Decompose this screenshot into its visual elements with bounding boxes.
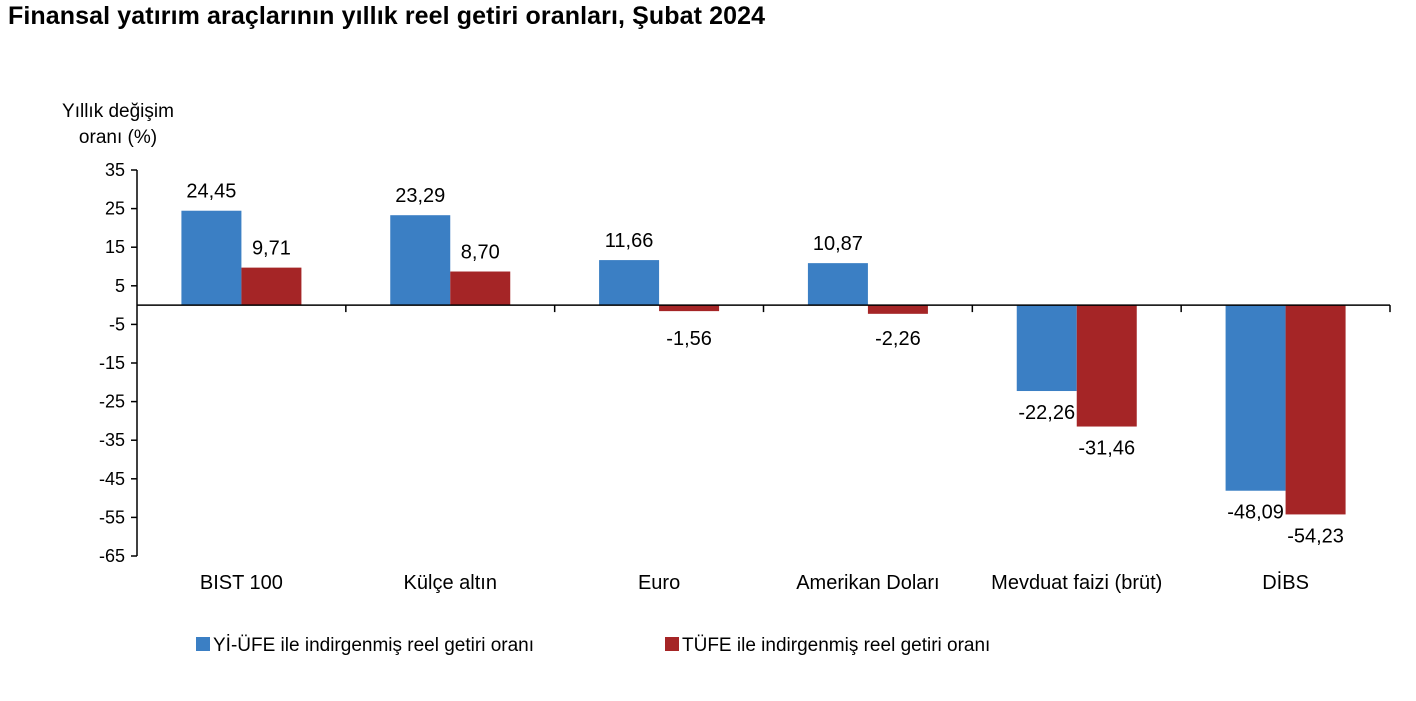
y-tick-label: -45 bbox=[99, 469, 125, 489]
data-labels: 24,45 23,29 11,66 10,87 -22,26 -48,09 9,71 8,70… bbox=[186, 181, 1344, 548]
category-label: Külçe altın bbox=[404, 572, 497, 594]
data-label: 8,70 bbox=[461, 242, 500, 264]
chart-title: Finansal yatırım araçlarının yıllık reel… bbox=[8, 2, 766, 30]
y-tick-label: -25 bbox=[99, 392, 125, 412]
data-label: 11,66 bbox=[605, 230, 654, 252]
data-label: -1,56 bbox=[666, 328, 712, 350]
data-label: 24,45 bbox=[186, 181, 236, 203]
data-label: 9,71 bbox=[252, 238, 291, 260]
bar bbox=[241, 267, 302, 306]
bar bbox=[1076, 305, 1137, 427]
bar bbox=[807, 263, 868, 306]
y-tick-label: -5 bbox=[109, 314, 125, 334]
legend-swatch bbox=[665, 637, 679, 651]
y-tick-label: -35 bbox=[99, 430, 125, 450]
legend-swatch bbox=[196, 637, 210, 651]
category-label: DİBS bbox=[1262, 571, 1309, 594]
legend: Yİ-ÜFE ile indirgenmiş reel getiri oranı… bbox=[196, 635, 990, 656]
bar bbox=[1285, 305, 1346, 515]
bar bbox=[450, 271, 511, 306]
bar bbox=[1225, 305, 1286, 491]
bar bbox=[659, 305, 720, 312]
y-tick-label: 35 bbox=[105, 160, 125, 180]
y-tick-label: 5 bbox=[115, 276, 125, 296]
y-tick-label: 15 bbox=[105, 237, 125, 257]
data-label: -54,23 bbox=[1287, 525, 1344, 547]
data-label: -22,26 bbox=[1018, 402, 1075, 424]
bars bbox=[181, 210, 1346, 515]
data-label: -2,26 bbox=[875, 328, 921, 350]
bar bbox=[867, 305, 928, 314]
data-label: 10,87 bbox=[813, 233, 863, 255]
y-tick-label: -65 bbox=[99, 546, 125, 566]
bar bbox=[181, 210, 242, 306]
y-tick-label: -15 bbox=[99, 353, 125, 373]
bar bbox=[1016, 305, 1077, 392]
data-label: 23,29 bbox=[395, 185, 445, 207]
category-label: Amerikan Doları bbox=[796, 572, 939, 594]
data-label: -31,46 bbox=[1078, 438, 1135, 460]
data-label: -48,09 bbox=[1227, 502, 1284, 524]
category-label: BIST 100 bbox=[200, 572, 283, 594]
axes bbox=[136, 170, 1391, 556]
category-label: Euro bbox=[638, 572, 680, 594]
y-tick-label: 25 bbox=[105, 199, 125, 219]
legend-label: TÜFE ile indirgenmiş reel getiri oranı bbox=[682, 635, 990, 656]
y-axis-label-line-2: oranı (%) bbox=[79, 127, 157, 148]
y-tick-label: -55 bbox=[99, 507, 125, 527]
category-label: Mevduat faizi (brüt) bbox=[991, 572, 1162, 594]
y-axis-ticks: 35 25 15 5 -5 -15 -25 -35 -45 -55 -65 bbox=[99, 160, 137, 566]
x-axis-labels: BIST 100 Külçe altın Euro Amerikan Doları Me… bbox=[200, 571, 1309, 594]
bar bbox=[390, 215, 451, 306]
bar bbox=[599, 260, 660, 306]
legend-label: Yİ-ÜFE ile indirgenmiş reel getiri oranı bbox=[213, 635, 534, 656]
y-axis-label-line-1: Yıllık değişim bbox=[62, 101, 174, 122]
